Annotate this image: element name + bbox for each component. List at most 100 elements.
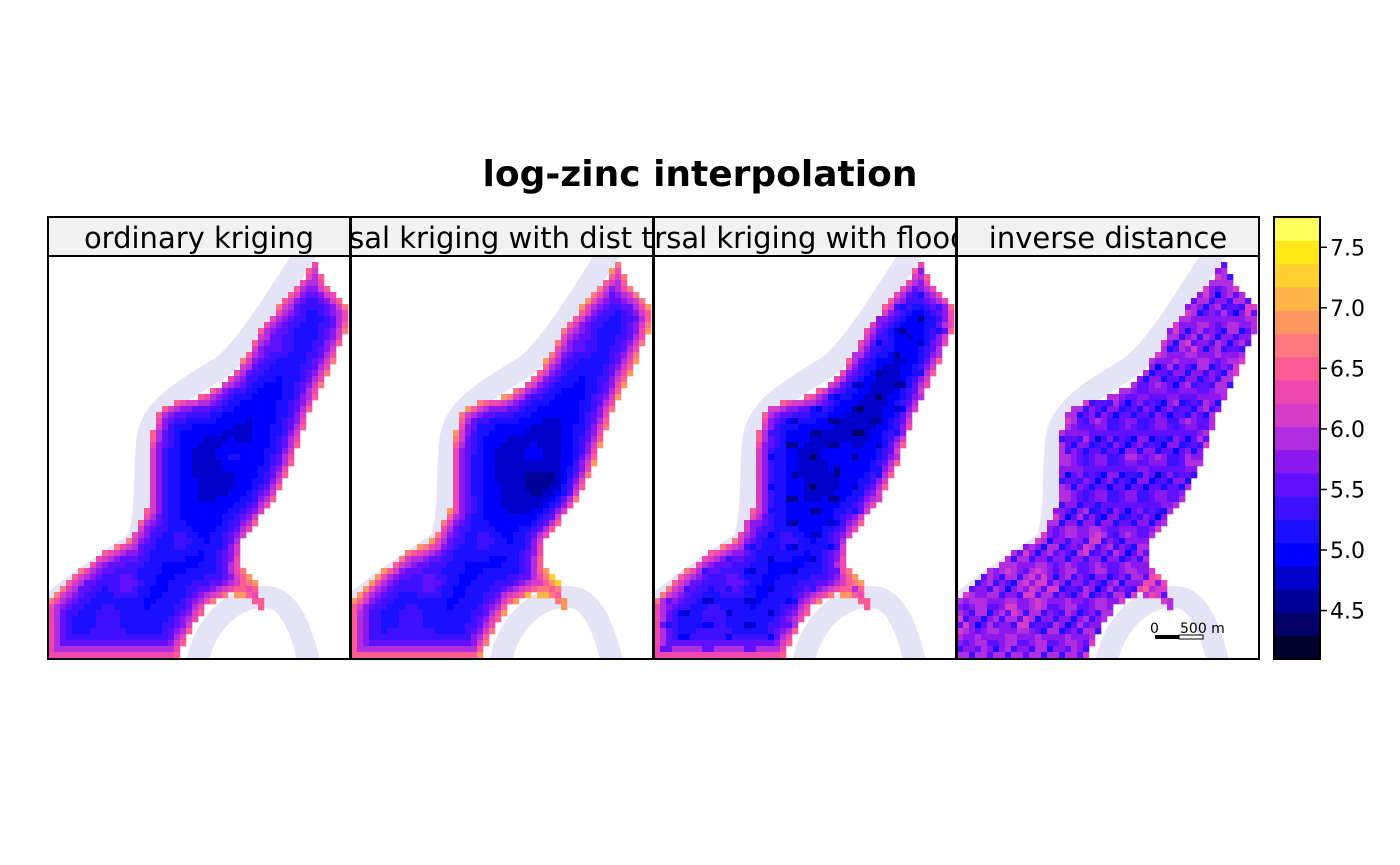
raster-cell xyxy=(465,580,472,587)
raster-cell xyxy=(1041,580,1048,587)
raster-cell xyxy=(252,358,259,365)
raster-cell xyxy=(150,580,157,587)
raster-cell xyxy=(1161,376,1168,383)
raster-cell xyxy=(489,514,496,521)
raster-cell xyxy=(876,496,883,503)
raster-cell xyxy=(1119,430,1126,437)
raster-cell xyxy=(174,634,181,641)
raster-cell xyxy=(672,604,679,611)
raster-cell xyxy=(1209,298,1216,305)
raster-cell xyxy=(579,328,586,335)
raster-cell xyxy=(417,586,424,593)
raster-cell xyxy=(120,550,127,557)
raster-cell xyxy=(906,316,913,323)
raster-cell xyxy=(501,448,508,455)
raster-cell xyxy=(300,412,307,419)
raster-cell xyxy=(864,448,871,455)
raster-cell xyxy=(525,490,532,497)
raster-cell xyxy=(1155,502,1162,509)
raster-cell xyxy=(732,640,739,647)
raster-cell xyxy=(900,310,907,317)
raster-cell xyxy=(501,430,508,437)
raster-cell xyxy=(690,610,697,617)
raster-cell xyxy=(483,448,490,455)
raster-cell xyxy=(96,616,103,623)
raster-cell xyxy=(1179,436,1186,443)
raster-cell xyxy=(1197,454,1204,461)
raster-cell xyxy=(282,406,289,413)
raster-cell xyxy=(222,508,229,515)
raster-cell xyxy=(864,382,871,389)
raster-cell xyxy=(252,598,259,605)
raster-cell xyxy=(816,436,823,443)
raster-cell xyxy=(666,616,673,623)
raster-cell xyxy=(1107,544,1114,551)
raster-cell xyxy=(1203,418,1210,425)
raster-cell xyxy=(912,406,919,413)
raster-cell xyxy=(150,508,157,515)
raster-cell xyxy=(1107,484,1114,491)
raster-cell xyxy=(393,646,400,653)
raster-cell xyxy=(762,472,769,479)
raster-cell xyxy=(621,346,628,353)
raster-cell xyxy=(561,598,568,605)
raster-cell xyxy=(1095,586,1102,593)
raster-cell xyxy=(744,640,751,647)
raster-cell xyxy=(1155,526,1162,533)
raster-cell xyxy=(756,640,763,647)
raster-cell xyxy=(1233,286,1240,293)
raster-cell xyxy=(318,364,325,371)
raster-cell xyxy=(306,304,313,311)
raster-cell xyxy=(1101,448,1108,455)
raster-cell xyxy=(999,568,1006,575)
raster-cell xyxy=(1119,556,1126,563)
raster-cell xyxy=(210,442,217,449)
raster-cell xyxy=(738,646,745,653)
raster-cell xyxy=(894,304,901,311)
raster-cell xyxy=(543,406,550,413)
raster-cell xyxy=(168,466,175,473)
raster-cell xyxy=(1143,394,1150,401)
raster-cell xyxy=(1083,454,1090,461)
raster-cell xyxy=(894,424,901,431)
raster-cell xyxy=(615,280,622,287)
raster-cell xyxy=(732,616,739,623)
raster-cell xyxy=(234,376,241,383)
raster-cell xyxy=(1203,394,1210,401)
raster-cell xyxy=(1161,430,1168,437)
raster-cell xyxy=(786,628,793,635)
raster-cell xyxy=(132,568,139,575)
raster-cell xyxy=(192,514,199,521)
raster-cell xyxy=(627,310,634,317)
raster-cell xyxy=(180,544,187,551)
raster-cell xyxy=(930,346,937,353)
raster-cell xyxy=(441,652,448,659)
raster-cell xyxy=(441,592,448,599)
raster-cell xyxy=(750,562,757,569)
raster-cell xyxy=(786,484,793,491)
raster-cell xyxy=(246,490,253,497)
raster-cell xyxy=(192,502,199,509)
raster-cell xyxy=(858,388,865,395)
raster-cell xyxy=(696,622,703,629)
raster-cell xyxy=(660,628,667,635)
raster-cell xyxy=(459,520,466,527)
raster-cell xyxy=(762,538,769,545)
raster-cell xyxy=(804,604,811,611)
raster-cell xyxy=(1029,544,1036,551)
raster-cell xyxy=(174,400,181,407)
raster-cell xyxy=(306,364,313,371)
raster-cell xyxy=(738,616,745,623)
raster-cell xyxy=(840,472,847,479)
raster-cell xyxy=(351,610,358,617)
raster-cell xyxy=(258,340,265,347)
raster-cell xyxy=(138,568,145,575)
raster-cell xyxy=(720,574,727,581)
raster-cell xyxy=(1065,448,1072,455)
raster-cell xyxy=(744,580,751,587)
raster-cell xyxy=(858,442,865,449)
raster-cell xyxy=(180,598,187,605)
raster-cell xyxy=(738,574,745,581)
raster-cell xyxy=(495,454,502,461)
raster-cell xyxy=(543,442,550,449)
